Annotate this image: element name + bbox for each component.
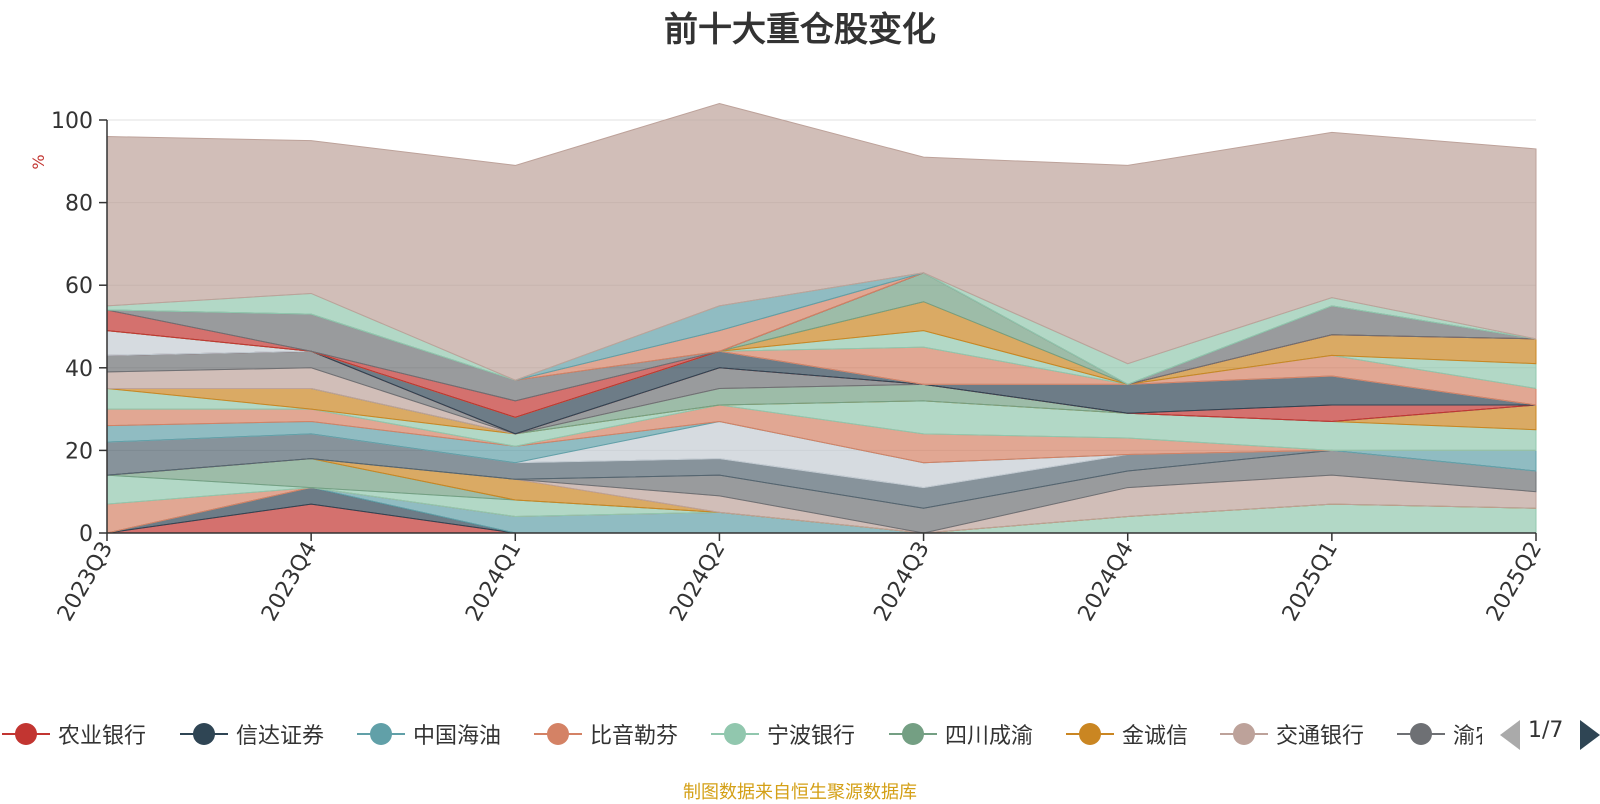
legend-item[interactable]: 四川成渝 [887,714,1033,754]
legend-item[interactable]: 宁波银行 [709,714,855,754]
area-series-31[interactable] [106,102,1537,381]
legend-marker-icon [180,723,228,745]
y-tick-label: 40 [65,357,93,382]
legend-page-indicator: 1/7 [1528,718,1564,743]
legend-label: 四川成渝 [945,724,1034,749]
legend-label: 中国海油 [413,724,502,749]
legend-label: 比音勒芬 [590,724,679,749]
x-tick-label: 2024Q3 [869,538,934,626]
legend-label: 交通银行 [1276,724,1365,749]
legend-item[interactable]: 信达证券 [178,714,324,754]
source-note: 制图数据来自恒生聚源数据库 [683,782,917,803]
x-tick-label: 2025Q1 [1278,538,1343,626]
x-tick-label: 2024Q4 [1074,538,1139,626]
legend-marker-icon [357,723,405,745]
legend-item[interactable]: 比音勒芬 [532,714,678,754]
legend-marker-icon [711,723,759,745]
legend-item[interactable]: 农业银行 [0,714,146,754]
legend-label: 金诚信 [1122,724,1189,749]
legend-label: 渝农商行 [1453,724,1482,749]
legend-item[interactable]: 渝农商行 [1395,714,1482,754]
legend: 农业银行 信达证券 中国海油 比音勒芬 宁波银行 四川成渝 金诚信 交通银行 渝农商行 [0,714,1600,754]
legend-item[interactable]: 金诚信 [1064,714,1188,754]
legend-prev-page-button[interactable] [1500,720,1520,750]
legend-marker-icon [1220,723,1268,745]
legend-next-page-button[interactable] [1580,720,1600,750]
legend-marker-icon [2,723,50,745]
y-tick-label: 100 [51,109,93,134]
y-tick-label: 80 [65,192,93,217]
legend-marker-icon [534,723,582,745]
x-tick-label: 2023Q3 [53,538,118,626]
x-tick-label: 2025Q2 [1482,538,1547,626]
y-axis-label: % [29,154,48,169]
legend-marker-icon [1397,723,1445,745]
chart-title: 前十大重仓股变化 [664,10,936,50]
legend-marker-icon [889,723,937,745]
y-tick-label: 20 [65,439,93,464]
legend-marker-icon [1066,723,1114,745]
legend-item[interactable]: 中国海油 [355,714,501,754]
legend-label: 宁波银行 [767,724,856,749]
legend-label: 信达证券 [236,724,325,749]
legend-label: 农业银行 [58,724,147,749]
legend-items: 农业银行 信达证券 中国海油 比音勒芬 宁波银行 四川成渝 金诚信 交通银行 渝农商行 [0,714,1482,754]
x-tick-label: 2024Q1 [461,538,526,626]
x-tick-label: 2023Q4 [257,538,322,626]
x-tick-label: 2024Q2 [665,538,730,626]
y-tick-label: 60 [65,274,93,299]
y-tick-label: 0 [79,522,93,547]
chart-area: 0 20 40 60 80 100% 2023Q3 2023Q4 2024Q1 2024Q2 202… [29,102,1547,626]
legend-item[interactable]: 交通银行 [1218,714,1364,754]
